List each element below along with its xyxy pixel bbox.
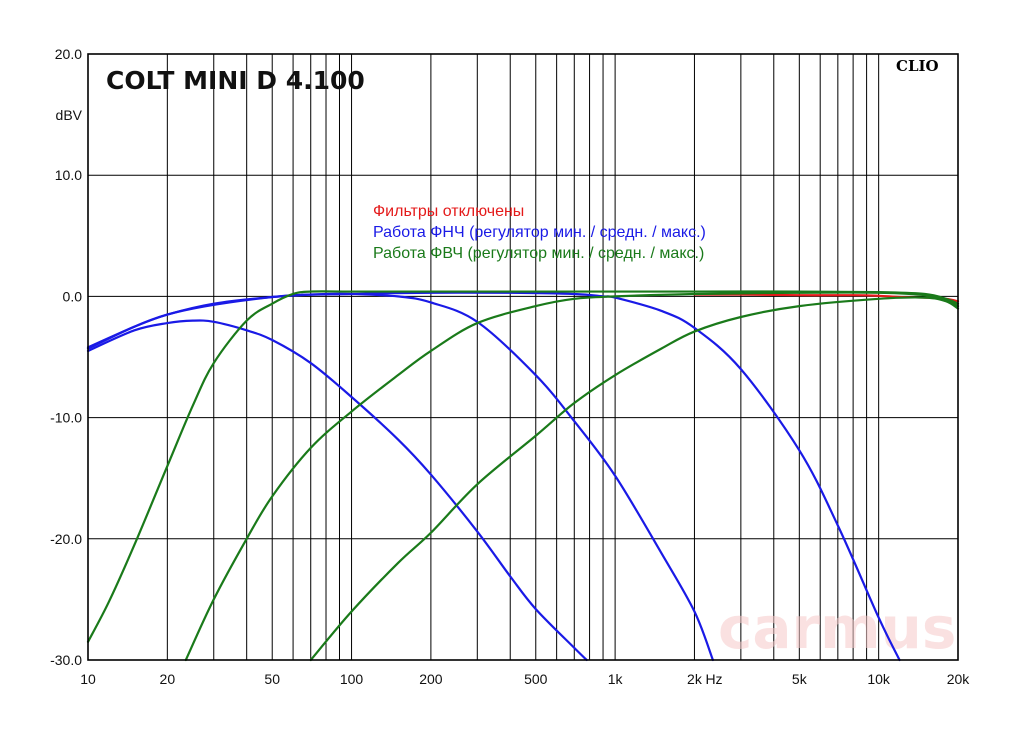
x-tick-label: 10 <box>80 671 96 687</box>
x-tick-label: 10k <box>867 671 891 687</box>
series-group <box>86 290 960 662</box>
legend-entry: Работа ФВЧ (регулятор мин. / средн. / ма… <box>373 245 704 262</box>
y-tick-label: -10.0 <box>50 410 82 426</box>
plot-frame <box>87 53 959 661</box>
legend-entry: Работа ФНЧ (регулятор мин. / средн. / ма… <box>373 224 706 241</box>
x-tick-label: 20k <box>947 671 971 687</box>
x-tick-label: 2k <box>687 671 703 687</box>
x-tick-label: 500 <box>524 671 548 687</box>
y-tick-label: 0.0 <box>63 288 83 304</box>
x-tick-label: 100 <box>340 671 364 687</box>
y-axis-unit-label: dBV <box>56 107 83 123</box>
x-tick-label: 20 <box>160 671 176 687</box>
watermark: carmus <box>718 594 956 662</box>
chart-title: COLT MINI D 4.100 <box>106 66 365 95</box>
x-tick-label: 50 <box>264 671 280 687</box>
y-tick-label: 10.0 <box>55 167 82 183</box>
x-tick-label: 5k <box>792 671 808 687</box>
x-axis-unit-label: Hz <box>705 671 722 687</box>
y-tick-label: -30.0 <box>50 652 82 668</box>
grid <box>88 54 958 660</box>
brand-label: CLIO <box>896 57 939 75</box>
tick-labels: 10 20 50 100 200 500 1k 2k 5k 10k 20k 20.0 10.0 0.0 -1… <box>50 46 970 687</box>
legend-entry: Фильтры отключены <box>373 203 524 220</box>
series-line-2 <box>86 319 588 662</box>
x-tick-label: 1k <box>608 671 624 687</box>
legend: Фильтры отключены Работа ФНЧ (регулятор м… <box>373 203 706 262</box>
x-tick-label: 200 <box>419 671 443 687</box>
y-tick-label: -20.0 <box>50 531 82 547</box>
y-tick-label: 20.0 <box>55 46 82 62</box>
series-line-6 <box>184 291 960 662</box>
series-line-7 <box>309 296 960 662</box>
